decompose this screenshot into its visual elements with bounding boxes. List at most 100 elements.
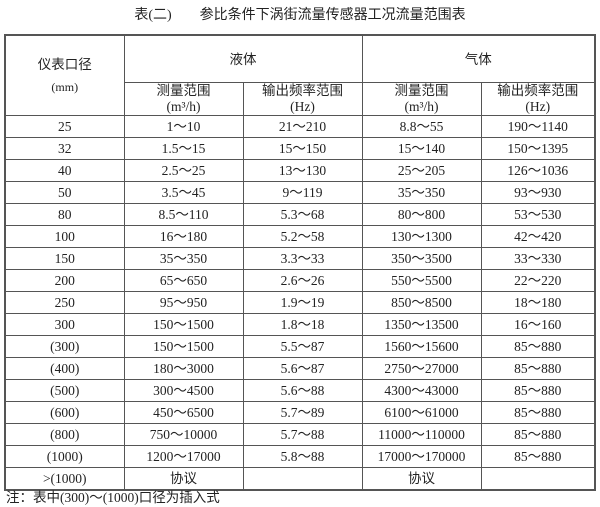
- liquid-range-cell: 450～6500: [123, 401, 244, 424]
- diameter-cell: (800): [4, 423, 125, 446]
- gas-freq-cell: 93～930: [480, 181, 596, 204]
- liquid-range-cell: 8.5～110: [123, 203, 244, 226]
- gas-range-cell: 4300～43000: [361, 379, 482, 402]
- freq-label: 输出频率范围: [262, 83, 343, 98]
- gas-freq-cell: 85～880: [480, 357, 596, 380]
- gas-range-cell: 80～800: [361, 203, 482, 226]
- liquid-freq-cell: 21～210: [242, 115, 363, 138]
- table-row: 80 8.5～110 5.3～68 80～800 53～530: [4, 203, 596, 226]
- table-row: 250 95～950 1.9～19 850～8500 18～180: [4, 291, 596, 314]
- diameter-unit: (mm): [51, 79, 79, 94]
- table-row: (1000) 1200～17000 5.8～88 17000～170000 85～880: [4, 445, 596, 468]
- diameter-cell: 25: [4, 115, 125, 138]
- liquid-freq-cell: 5.5～87: [242, 335, 363, 358]
- header-row-2: 测量范围 (m³/h) 输出频率范围 (Hz) 测量范围 (m³/h) 输出频率范围(…: [5, 82, 596, 116]
- gas-freq-cell: 42～420: [480, 225, 596, 248]
- liquid-freq-cell: 9～119: [242, 181, 363, 204]
- liquid-freq-cell: 5.8～88: [242, 445, 363, 468]
- liquid-freq-cell: [242, 467, 363, 491]
- liquid-range-cell: 180～3000: [123, 357, 244, 380]
- liquid-range-cell: 750～10000: [123, 423, 244, 446]
- diameter-cell: (500): [4, 379, 125, 402]
- gas-freq-cell: 126～1036: [480, 159, 596, 182]
- header-row-1: 仪表口径 (mm) 液体 气体: [4, 34, 596, 116]
- gas-range-cell: 17000～170000: [361, 445, 482, 468]
- diameter-cell: 100: [4, 225, 125, 248]
- liquid-freq-cell: 5.7～88: [242, 423, 363, 446]
- liquid-range-cell: 16～180: [123, 225, 244, 248]
- gas-range-cell: 25～205: [361, 159, 482, 182]
- table-row: (300) 150～1500 5.5～87 1560～15600 85～880: [4, 335, 596, 358]
- liquid-freq-cell: 15～150: [242, 137, 363, 160]
- flow-range-table: 仪表口径 (mm) 液体 气体 测量范围 (m³/h) 输出频率范围 (Hz) 测量…: [4, 34, 596, 491]
- gas-range-cell: 15～140: [361, 137, 482, 160]
- diameter-cell: 250: [4, 291, 125, 314]
- range-label: 测量范围: [156, 83, 211, 98]
- liquid-freq-cell: 5.2～58: [242, 225, 363, 248]
- gas-freq-cell: 85～880: [480, 335, 596, 358]
- liquid-freq-header: 输出频率范围 (Hz): [242, 82, 363, 116]
- liquid-range-cell: 35～350: [123, 247, 244, 270]
- liquid-freq-cell: 13～130: [242, 159, 363, 182]
- liquid-range-cell: 3.5～45: [123, 181, 244, 204]
- liquid-range-cell: 300～4500: [123, 379, 244, 402]
- table-row: 200 65～650 2.6～26 550～5500 22～220: [4, 269, 596, 292]
- diameter-cell: 50: [4, 181, 125, 204]
- table-row: (500) 300～4500 5.6～88 4300～43000 85～880: [4, 379, 596, 402]
- gas-freq-header: 输出频率范围 (Hz): [480, 82, 596, 116]
- range-label: 测量范围: [394, 83, 449, 98]
- liquid-range-cell: 150～1500: [123, 313, 244, 336]
- liquid-header: 液体: [123, 34, 363, 83]
- liquid-freq-cell: 5.3～68: [242, 203, 363, 226]
- diameter-cell: 300: [4, 313, 125, 336]
- gas-freq-cell: 85～880: [480, 445, 596, 468]
- gas-freq-cell: 85～880: [480, 401, 596, 424]
- liquid-range-cell: 1200～17000: [123, 445, 244, 468]
- liquid-freq-cell: 3.3～33: [242, 247, 363, 270]
- gas-range-cell: 6100～61000: [361, 401, 482, 424]
- diameter-cell: 150: [4, 247, 125, 270]
- diameter-cell: (400): [4, 357, 125, 380]
- gas-freq-cell: 85～880: [480, 379, 596, 402]
- liquid-range-cell: 2.5～25: [123, 159, 244, 182]
- table-row: 32 1.5～15 15～150 15～140 150～1395: [4, 137, 596, 160]
- footnote: 注：表中(300)～(1000)口径为插入式: [6, 490, 220, 505]
- gas-range-header: 测量范围 (m³/h): [361, 82, 482, 116]
- table-row: (600) 450～6500 5.7～89 6100～61000 85～880: [4, 401, 596, 424]
- table-row: 300 150～1500 1.8～18 1350～13500 16～160: [4, 313, 596, 336]
- diameter-cell: 32: [4, 137, 125, 160]
- liquid-range-cell: 协议: [123, 467, 244, 491]
- liquid-freq-cell: 5.6～88: [242, 379, 363, 402]
- range-unit: (m³/h): [404, 99, 439, 114]
- diameter-cell: (600): [4, 401, 125, 424]
- gas-range-cell: 8.8～55: [361, 115, 482, 138]
- diameter-cell: 40: [4, 159, 125, 182]
- table-row: >(1000) 协议 协议: [4, 467, 596, 491]
- diameter-cell: (1000): [4, 445, 125, 468]
- gas-freq-cell: 22～220: [480, 269, 596, 292]
- gas-range-cell: 350～3500: [361, 247, 482, 270]
- gas-range-cell: 2750～27000: [361, 357, 482, 380]
- table-row: (800) 750～10000 5.7～88 11000～110000 85～880: [4, 423, 596, 446]
- diameter-cell: (300): [4, 335, 125, 358]
- gas-freq-cell: 150～1395: [480, 137, 596, 160]
- liquid-range-header: 测量范围 (m³/h): [123, 82, 244, 116]
- gas-range-cell: 协议: [361, 467, 482, 491]
- gas-freq-cell: 53～530: [480, 203, 596, 226]
- table-row: 100 16～180 5.2～58 130～1300 42～420: [4, 225, 596, 248]
- gas-range-cell: 11000～110000: [361, 423, 482, 446]
- gas-header: 气体: [361, 34, 596, 83]
- gas-freq-cell: 16～160: [480, 313, 596, 336]
- diameter-header: 仪表口径 (mm): [4, 34, 125, 116]
- range-unit: (m³/h): [166, 99, 201, 114]
- gas-freq-cell: 85～880: [480, 423, 596, 446]
- gas-range-cell: 1560～15600: [361, 335, 482, 358]
- table-row: 50 3.5～45 9～119 35～350 93～930: [4, 181, 596, 204]
- gas-range-cell: 130～1300: [361, 225, 482, 248]
- liquid-range-cell: 1.5～15: [123, 137, 244, 160]
- diameter-cell: 200: [4, 269, 125, 292]
- gas-range-cell: 850～8500: [361, 291, 482, 314]
- diameter-cell: >(1000): [4, 467, 125, 491]
- gas-range-cell: 35～350: [361, 181, 482, 204]
- liquid-freq-cell: 1.9～19: [242, 291, 363, 314]
